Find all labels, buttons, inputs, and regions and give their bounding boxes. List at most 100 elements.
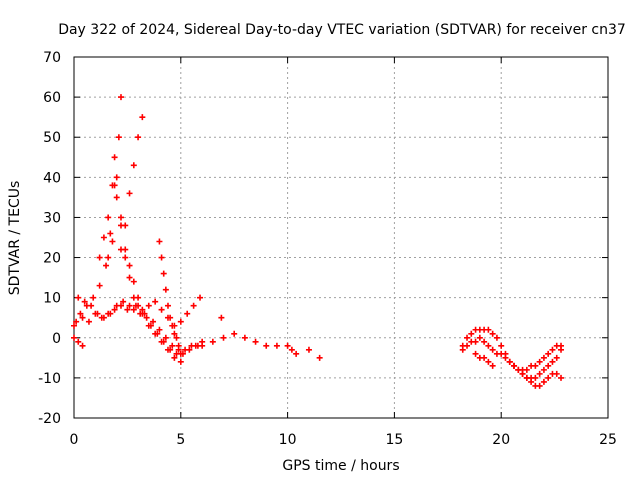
data-point: [284, 342, 291, 349]
y-tick-label: 40: [43, 170, 61, 186]
data-point: [485, 342, 492, 349]
data-point: [117, 222, 124, 229]
data-point: [472, 350, 479, 357]
data-marks: [71, 94, 565, 389]
data-point: [160, 338, 167, 345]
data-point: [498, 342, 505, 349]
data-point: [162, 334, 169, 341]
data-point: [485, 358, 492, 365]
series-track-m: [472, 342, 565, 373]
data-point: [162, 286, 169, 293]
data-point: [305, 346, 312, 353]
x-tick-label: 15: [385, 432, 403, 448]
y-axis-title: SDTVAR / TECUs: [7, 181, 23, 296]
data-point: [130, 278, 137, 285]
data-point: [545, 350, 552, 357]
y-tick-label: 30: [43, 210, 61, 226]
series-track-j: [218, 314, 323, 361]
data-point: [241, 334, 248, 341]
series-track-c: [96, 154, 184, 365]
data-point: [107, 310, 114, 317]
data-point: [485, 326, 492, 333]
data-point: [107, 230, 114, 237]
data-point: [190, 302, 197, 309]
data-point: [273, 342, 280, 349]
data-point: [135, 134, 142, 141]
data-point: [502, 354, 509, 361]
series-track-i: [199, 330, 295, 353]
data-point: [73, 318, 80, 325]
data-point: [171, 354, 178, 361]
y-tick-label: 0: [52, 331, 61, 347]
data-point: [199, 342, 206, 349]
data-point: [540, 354, 547, 361]
data-point: [188, 342, 195, 349]
data-point: [85, 318, 92, 325]
data-point: [536, 370, 543, 377]
data-point: [173, 334, 180, 341]
data-point: [81, 298, 88, 305]
y-tick-label: 20: [43, 251, 61, 267]
data-point: [481, 338, 488, 345]
data-point: [545, 374, 552, 381]
data-point: [117, 214, 124, 221]
data-point: [498, 350, 505, 357]
data-point: [184, 310, 191, 317]
data-point: [113, 174, 120, 181]
data-point: [231, 330, 238, 337]
data-point: [132, 302, 139, 309]
x-tick-label: 20: [492, 432, 510, 448]
data-point: [113, 302, 120, 309]
plot-frame: [73, 56, 609, 419]
data-point: [472, 338, 479, 345]
data-point: [167, 346, 174, 353]
y-tick-label: -10: [38, 371, 61, 387]
data-point: [523, 366, 530, 373]
data-point: [111, 154, 118, 161]
data-point: [540, 366, 547, 373]
data-point: [88, 302, 95, 309]
data-point: [532, 374, 539, 381]
data-point: [96, 282, 103, 289]
data-point: [171, 330, 178, 337]
data-point: [536, 358, 543, 365]
data-point: [293, 350, 300, 357]
data-point: [100, 314, 107, 321]
data-point: [252, 338, 259, 345]
data-point: [126, 262, 133, 269]
data-point: [90, 294, 97, 301]
data-point: [523, 374, 530, 381]
data-point: [75, 294, 82, 301]
data-point: [468, 330, 475, 337]
data-point: [156, 326, 163, 333]
data-point: [177, 350, 184, 357]
data-point: [109, 182, 116, 189]
data-point: [113, 194, 120, 201]
data-point: [120, 298, 127, 305]
data-point: [511, 362, 518, 369]
y-tick-label: -20: [38, 411, 61, 427]
x-tick-label: 0: [70, 432, 79, 448]
data-point: [103, 262, 110, 269]
y-tick-label: 70: [43, 50, 61, 66]
x-tick-label: 25: [599, 432, 617, 448]
series-track-h: [71, 334, 86, 349]
y-tick-label: 10: [43, 291, 61, 307]
data-point: [464, 342, 471, 349]
data-point: [100, 234, 107, 241]
data-point: [549, 346, 556, 353]
data-point: [169, 322, 176, 329]
data-point: [124, 306, 131, 313]
data-point: [79, 314, 86, 321]
data-point: [147, 322, 154, 329]
data-point: [122, 254, 129, 261]
data-point: [558, 342, 565, 349]
data-point: [489, 330, 496, 337]
series-track-g: [156, 238, 184, 357]
data-point: [175, 342, 182, 349]
data-point: [77, 310, 84, 317]
series-track-d: [105, 194, 206, 357]
grid: [74, 57, 608, 418]
data-point: [126, 274, 133, 281]
